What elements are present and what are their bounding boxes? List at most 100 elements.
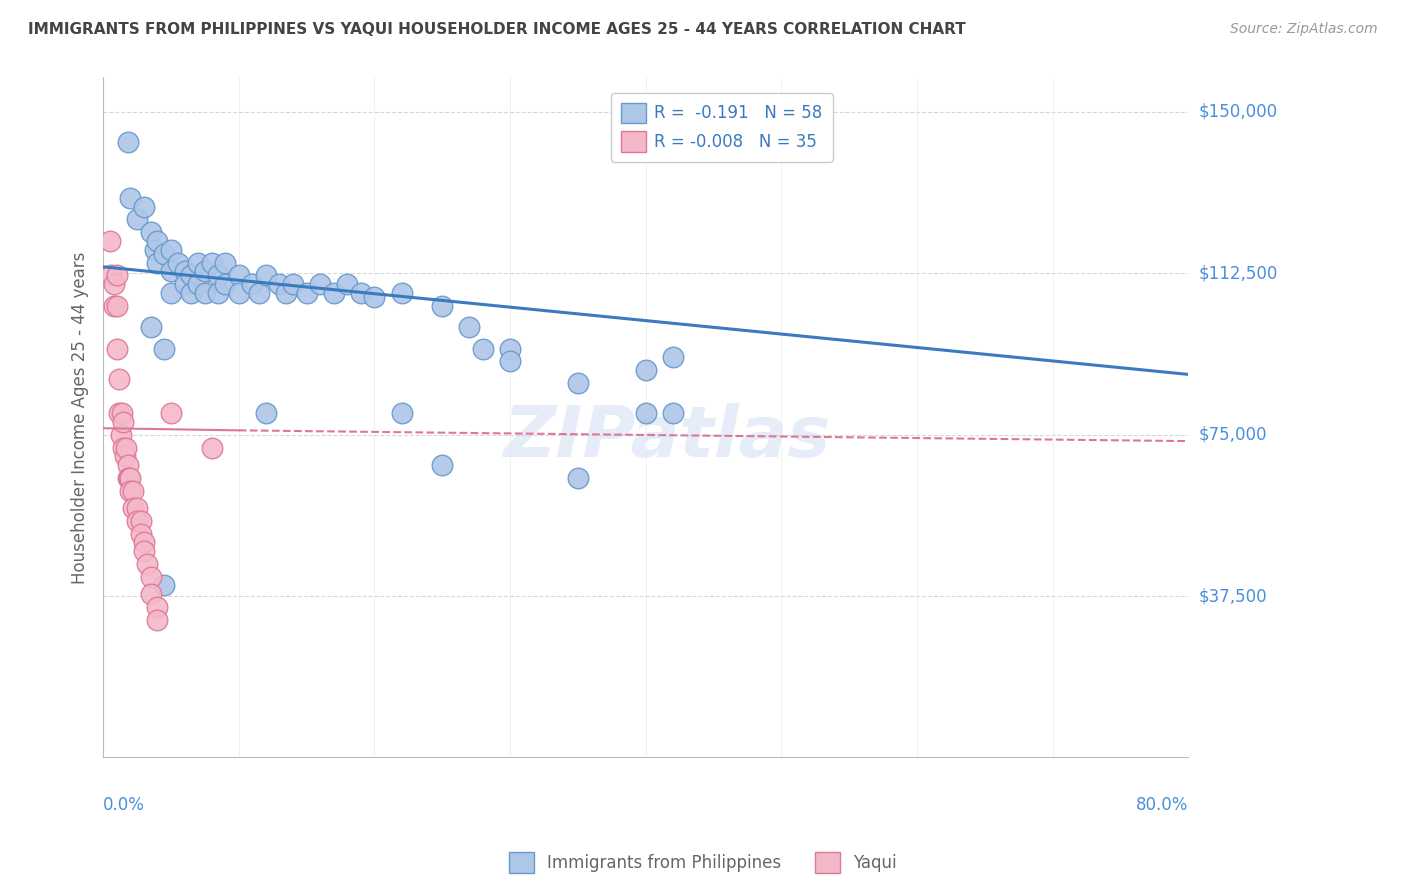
Point [180,268,202,283]
Point [132,544,155,558]
Point [112,415,135,429]
Point [132,535,155,549]
Point [228,285,250,300]
Point [295,285,318,300]
Point [135,557,157,571]
Point [160,264,183,278]
Point [117,458,139,472]
Point [567,471,589,485]
Point [207,268,229,283]
Point [105,268,128,283]
Point [662,350,685,364]
Point [139,587,162,601]
Point [173,264,195,278]
Text: 0.0%: 0.0% [103,797,145,814]
Text: IMMIGRANTS FROM PHILIPPINES VS YAQUI HOUSEHOLDER INCOME AGES 25 - 44 YEARS CORRE: IMMIGRANTS FROM PHILIPPINES VS YAQUI HOU… [28,22,966,37]
Text: $37,500: $37,500 [1199,587,1268,605]
Point [117,135,139,149]
Text: Source: ZipAtlas.com: Source: ZipAtlas.com [1230,22,1378,37]
Point [146,234,169,248]
Point [129,526,152,541]
Point [391,406,413,420]
Point [254,406,277,420]
Point [117,471,139,485]
Point [112,441,135,455]
Point [146,255,169,269]
Point [100,268,122,283]
Point [567,376,589,390]
Point [120,471,142,485]
Point [103,299,125,313]
Point [201,441,224,455]
Point [129,514,152,528]
Point [432,458,454,472]
Point [110,427,132,442]
Legend: Immigrants from Philippines, Yaqui: Immigrants from Philippines, Yaqui [502,846,904,880]
Point [187,255,209,269]
Point [166,255,188,269]
Text: 80.0%: 80.0% [1136,797,1188,814]
Point [115,441,138,455]
Point [125,514,148,528]
Point [281,277,304,291]
Point [207,285,229,300]
Point [240,277,263,291]
Point [173,277,195,291]
Point [108,372,131,386]
Point [160,243,183,257]
Y-axis label: Householder Income Ages 25 - 44 years: Householder Income Ages 25 - 44 years [72,252,89,583]
Point [98,234,121,248]
Point [103,277,125,291]
Point [108,406,131,420]
Point [269,277,291,291]
Point [153,247,176,261]
Point [214,255,236,269]
Point [228,268,250,283]
Text: $150,000: $150,000 [1199,103,1278,121]
Text: $75,000: $75,000 [1199,425,1268,443]
Point [120,483,142,498]
Point [350,285,373,300]
Point [118,471,141,485]
Point [194,264,217,278]
Point [309,277,332,291]
Point [139,226,162,240]
Point [363,290,385,304]
Point [194,285,217,300]
Point [336,277,359,291]
Point [143,243,166,257]
Point [120,191,142,205]
Point [146,599,169,614]
Point [322,285,344,300]
Point [254,268,277,283]
Point [634,406,657,420]
Legend: R =  -0.191   N = 58, R = -0.008   N = 35: R = -0.191 N = 58, R = -0.008 N = 35 [612,93,832,161]
Point [662,406,685,420]
Point [122,500,145,515]
Point [132,200,155,214]
Point [160,285,183,300]
Point [432,299,454,313]
Point [139,320,162,334]
Point [187,277,209,291]
Point [247,285,270,300]
Point [105,299,128,313]
Point [471,342,494,356]
Point [180,285,202,300]
Point [634,363,657,377]
Point [105,342,128,356]
Text: $112,500: $112,500 [1199,264,1278,282]
Point [160,406,183,420]
Point [276,285,298,300]
Point [125,500,148,515]
Point [201,255,224,269]
Point [111,406,134,420]
Point [499,342,522,356]
Point [139,569,162,583]
Point [499,354,522,368]
Point [391,285,413,300]
Point [122,483,145,498]
Point [114,449,136,463]
Point [153,578,176,592]
Point [214,277,236,291]
